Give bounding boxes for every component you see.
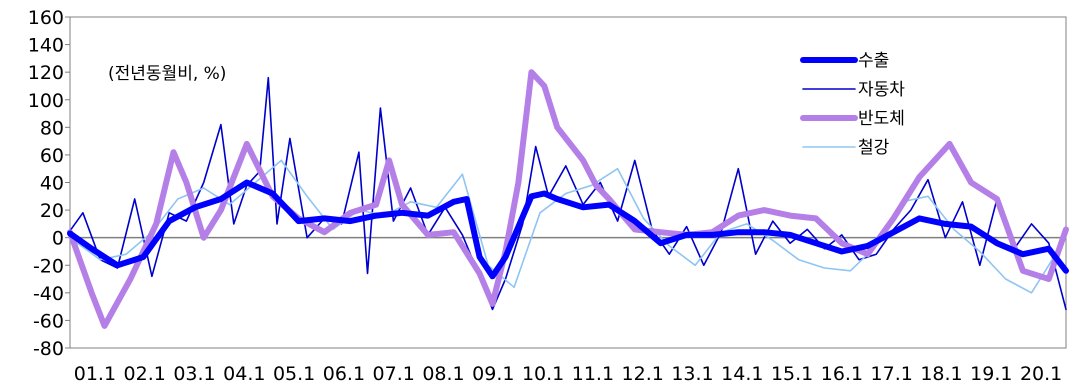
y-tick-label: 20 bbox=[40, 200, 64, 222]
x-tick-label: 17.1 bbox=[871, 363, 913, 385]
y-tick-label: -40 bbox=[33, 283, 64, 305]
x-tick-label: 05.1 bbox=[273, 363, 315, 385]
x-tick-label: 13.1 bbox=[671, 363, 713, 385]
x-axis: 01.1 02.1 03.1 04.1 05.1 06.1 07.1 08.1 09.1 10.1… bbox=[74, 363, 1063, 385]
legend-label: 자동차 bbox=[858, 80, 905, 100]
series-line-1 bbox=[67, 179, 1069, 280]
y-tick-label: 120 bbox=[28, 62, 64, 84]
x-tick-label: 18.1 bbox=[920, 363, 962, 385]
x-tick-label: 19.1 bbox=[970, 363, 1012, 385]
x-tick-label: 20.1 bbox=[1020, 363, 1062, 385]
y-tick-label: 160 bbox=[28, 7, 64, 29]
y-tick-label: -60 bbox=[33, 310, 64, 332]
legend-label: 철강 bbox=[858, 138, 890, 158]
y-axis: 160 140 120 100 80 60 40 20 0 -20 -40 -60 -80 bbox=[28, 7, 1066, 360]
x-tick-label: 01.1 bbox=[74, 363, 116, 385]
x-tick-label: 06.1 bbox=[323, 363, 365, 385]
y-tick-label: -80 bbox=[33, 338, 64, 360]
x-tick-label: 09.1 bbox=[472, 363, 514, 385]
series-layer bbox=[67, 69, 1069, 329]
x-tick-label: 14.1 bbox=[721, 363, 763, 385]
y-tick-label: 80 bbox=[40, 117, 64, 139]
legend-label: 반도체 bbox=[858, 109, 905, 129]
y-tick-label: 40 bbox=[40, 173, 64, 195]
x-tick-label: 12.1 bbox=[622, 363, 664, 385]
y-tick-label: 100 bbox=[28, 90, 64, 112]
x-tick-label: 15.1 bbox=[771, 363, 813, 385]
y-tick-label: 60 bbox=[40, 145, 64, 167]
x-tick-label: 04.1 bbox=[223, 363, 265, 385]
x-tick-label: 07.1 bbox=[373, 363, 415, 385]
y-tick-label: 0 bbox=[52, 228, 64, 250]
y-tick-label: 140 bbox=[28, 35, 64, 57]
x-tick-label: 02.1 bbox=[124, 363, 166, 385]
x-tick-label: 16.1 bbox=[821, 363, 863, 385]
legend-label: 수출 bbox=[858, 51, 889, 71]
x-tick-label: 03.1 bbox=[173, 363, 215, 385]
x-tick-label: 11.1 bbox=[572, 363, 614, 385]
series-line-3 bbox=[67, 69, 1069, 329]
y-tick-label: -20 bbox=[33, 255, 64, 277]
unit-annotation: (전년동월비, %) bbox=[108, 64, 226, 84]
x-tick-label: 08.1 bbox=[422, 363, 464, 385]
series-line-4 bbox=[69, 159, 1067, 294]
x-tick-label: 10.1 bbox=[522, 363, 564, 385]
